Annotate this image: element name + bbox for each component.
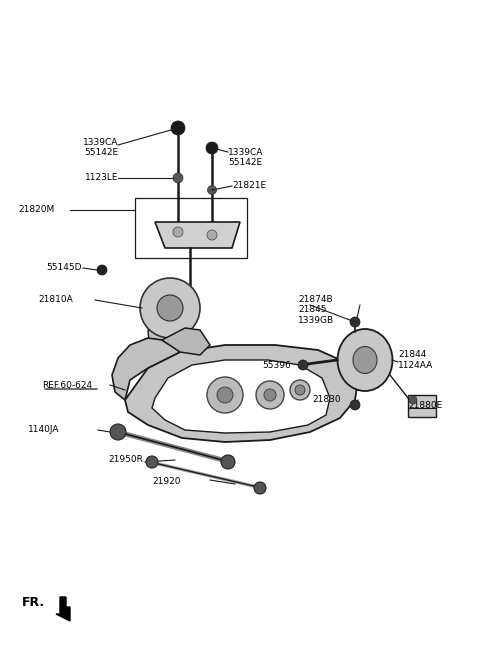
Bar — [135, 198, 247, 258]
Text: 55145D: 55145D — [47, 263, 82, 272]
Text: REF.60-624: REF.60-624 — [42, 381, 92, 390]
Text: 21810A: 21810A — [38, 295, 73, 305]
Circle shape — [157, 295, 183, 321]
Text: 1339CA
55142E: 1339CA 55142E — [83, 138, 118, 157]
Text: 21950R: 21950R — [108, 455, 143, 464]
Circle shape — [207, 377, 243, 413]
Circle shape — [146, 456, 158, 468]
Circle shape — [97, 265, 107, 275]
Polygon shape — [112, 338, 180, 400]
Polygon shape — [56, 597, 70, 621]
Circle shape — [173, 173, 183, 183]
Circle shape — [409, 396, 417, 404]
Text: FR.: FR. — [22, 597, 45, 610]
Circle shape — [350, 317, 360, 327]
Circle shape — [221, 455, 235, 469]
Text: 21920: 21920 — [152, 477, 180, 487]
Circle shape — [295, 385, 305, 395]
Circle shape — [173, 227, 183, 237]
Text: 21874B
21845
1339GB: 21874B 21845 1339GB — [298, 295, 334, 325]
Circle shape — [140, 278, 200, 338]
Circle shape — [110, 424, 126, 440]
Text: 1339CA
55142E: 1339CA 55142E — [228, 148, 264, 168]
Ellipse shape — [337, 329, 393, 391]
Polygon shape — [152, 360, 330, 433]
Text: 21880E: 21880E — [408, 400, 442, 409]
Text: 21830: 21830 — [312, 396, 341, 405]
Text: 21821E: 21821E — [232, 181, 266, 189]
Circle shape — [217, 387, 233, 403]
Ellipse shape — [353, 346, 377, 373]
Bar — [408, 395, 436, 417]
Circle shape — [350, 400, 360, 410]
Circle shape — [171, 121, 185, 135]
Circle shape — [290, 380, 310, 400]
Circle shape — [207, 185, 216, 195]
Circle shape — [256, 381, 284, 409]
Polygon shape — [162, 328, 210, 355]
Circle shape — [207, 230, 217, 240]
Circle shape — [254, 482, 266, 494]
Text: 1123LE: 1123LE — [84, 174, 118, 183]
Circle shape — [264, 389, 276, 401]
Text: 21820M: 21820M — [18, 206, 54, 214]
Text: 1140JA: 1140JA — [28, 426, 60, 434]
Circle shape — [298, 360, 308, 370]
Polygon shape — [155, 222, 240, 248]
Polygon shape — [140, 330, 210, 368]
Text: 55396: 55396 — [262, 360, 291, 369]
Circle shape — [206, 142, 218, 154]
Text: 21844
1124AA: 21844 1124AA — [398, 350, 433, 369]
Polygon shape — [125, 345, 358, 442]
